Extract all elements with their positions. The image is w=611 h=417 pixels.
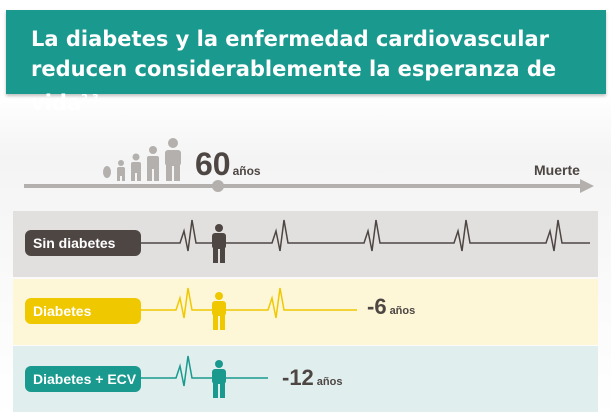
row-sin-diabetes: Sin diabetes — [13, 211, 598, 277]
row-label-sin-diabetes: Sin diabetes — [25, 230, 141, 256]
age-value: 60 — [195, 146, 231, 182]
row-diabetes: Diabetes — [13, 279, 598, 345]
reduction-unit: años — [316, 376, 343, 388]
title-superscript: 2,3 — [81, 93, 99, 104]
heartbeat-line-diabetes — [141, 287, 357, 319]
age-unit: años — [232, 164, 261, 178]
title-banner: La diabetes y la enfermedad cardiovascul… — [6, 10, 606, 115]
page-title: La diabetes y la enfermedad cardiovascul… — [31, 24, 601, 118]
reduction-value: -12 — [282, 365, 314, 390]
title-line-1: La diabetes y la enfermedad cardiovascul… — [31, 27, 550, 51]
arrow-right-icon — [580, 179, 594, 193]
row-diabetes-ecv: Diabetes + ECV — [13, 346, 598, 412]
heartbeat-line-diabetes-ecv — [141, 355, 268, 387]
reduction-diabetes-ecv: -12 años — [282, 365, 342, 391]
reduction-value: -6 — [367, 294, 387, 319]
title-line-2: reducen considerablemente la esperanza d… — [31, 57, 557, 115]
reduction-unit: años — [389, 305, 416, 317]
person-icon — [212, 292, 226, 330]
age-60-label: 60 años — [195, 146, 261, 183]
person-icon — [212, 360, 226, 398]
reduction-diabetes: -6 años — [367, 294, 415, 320]
family-stages-icon — [103, 138, 181, 181]
death-label: Muerte — [534, 162, 580, 178]
row-label-diabetes-ecv: Diabetes + ECV — [25, 366, 141, 392]
person-icon — [212, 224, 226, 263]
heartbeat-line-sin-diabetes — [141, 219, 590, 252]
timeline-arrow — [24, 179, 594, 193]
timeline-marker-60 — [212, 180, 224, 192]
row-label-diabetes: Diabetes — [25, 298, 141, 324]
